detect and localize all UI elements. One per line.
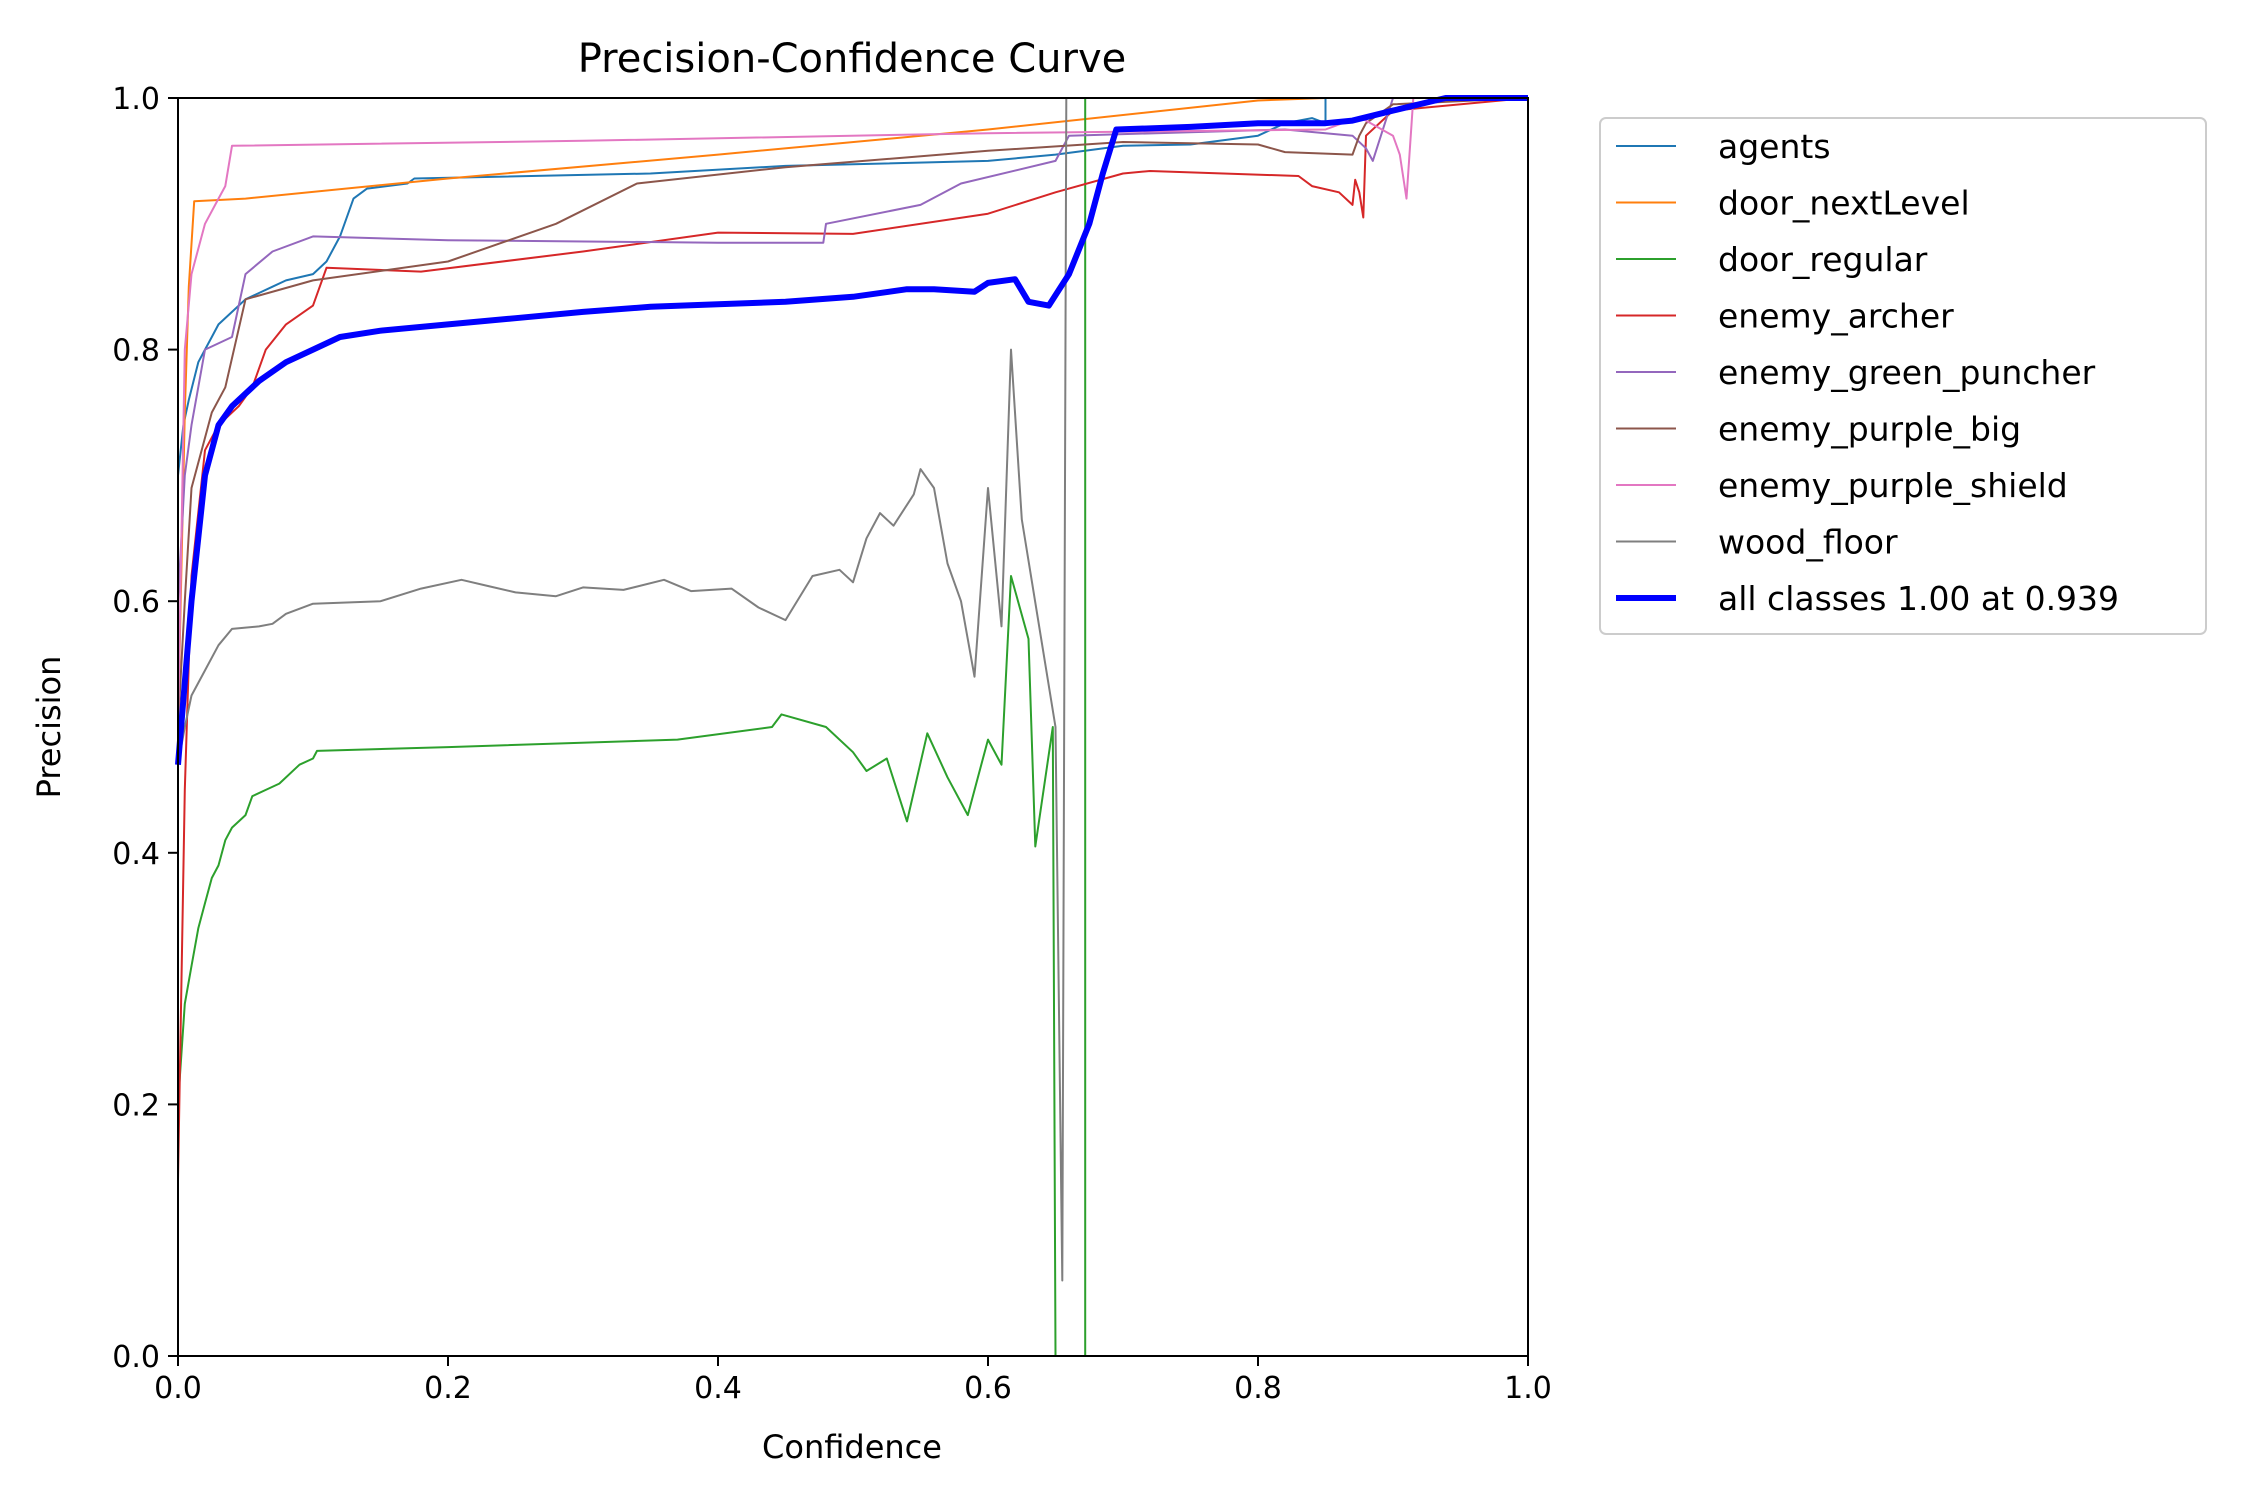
legend-label: door_nextLevel bbox=[1718, 184, 1970, 223]
y-tick-label: 0.8 bbox=[112, 334, 160, 369]
series-line-enemy-green-puncher bbox=[177, 97, 1528, 602]
plot-frame bbox=[177, 97, 1529, 1357]
legend-box bbox=[1599, 117, 2207, 635]
y-tick-label: 1.0 bbox=[112, 82, 160, 117]
legend-label: enemy_purple_big bbox=[1718, 410, 2021, 449]
y-axis-label: Precision bbox=[30, 656, 68, 799]
x-tick-label: 0.2 bbox=[424, 1371, 472, 1406]
y-tick-label: 0.4 bbox=[112, 837, 160, 872]
series-line-enemy-purple-shield bbox=[177, 97, 1528, 728]
series-line-enemy-purple-big bbox=[177, 97, 1529, 728]
x-axis-ticks: 0.0 0.2 0.4 0.6 0.8 1.0 bbox=[154, 1356, 1552, 1406]
legend-label: agents bbox=[1718, 127, 1831, 166]
legend-label: enemy_archer bbox=[1718, 297, 1954, 336]
series-line-wood-floor bbox=[177, 97, 1068, 1282]
series-layer bbox=[175, 95, 1529, 1357]
x-tick-label: 0.8 bbox=[1234, 1371, 1282, 1406]
y-tick-label: 0.0 bbox=[112, 1340, 160, 1375]
x-tick-label: 0.6 bbox=[964, 1371, 1012, 1406]
legend-label: enemy_purple_shield bbox=[1718, 466, 2068, 505]
x-tick-label: 0.4 bbox=[694, 1371, 742, 1406]
series-line-door-regular bbox=[177, 98, 1087, 1357]
series-line-all-classes-1-00-at-0-939 bbox=[175, 95, 1528, 765]
legend-label: enemy_green_puncher bbox=[1718, 353, 2096, 392]
y-tick-label: 0.6 bbox=[112, 585, 160, 620]
chart-title: Precision-Confidence Curve bbox=[578, 36, 1127, 82]
x-tick-label: 1.0 bbox=[1504, 1371, 1552, 1406]
legend: agents door_nextLevel door_regular enemy_ar… bbox=[1599, 117, 2207, 635]
legend-label: wood_floor bbox=[1718, 523, 1898, 562]
x-axis-label: Confidence bbox=[762, 1428, 942, 1466]
x-tick-label: 0.0 bbox=[154, 1371, 202, 1406]
legend-label: all classes 1.00 at 0.939 bbox=[1718, 579, 2119, 618]
y-tick-label: 0.2 bbox=[112, 1088, 160, 1123]
legend-label: door_regular bbox=[1718, 240, 1928, 279]
series-line-agents bbox=[177, 97, 1528, 476]
y-axis-ticks: 0.0 0.2 0.4 0.6 0.8 1.0 bbox=[112, 82, 178, 1375]
series-line-enemy-archer bbox=[177, 97, 1529, 1180]
